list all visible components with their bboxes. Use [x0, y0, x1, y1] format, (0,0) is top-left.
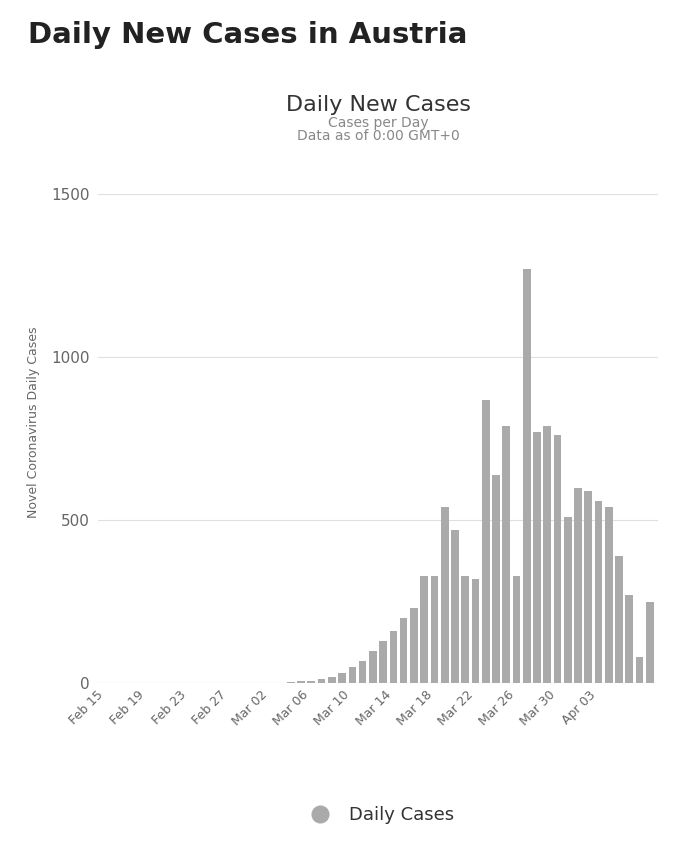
- Bar: [492, 475, 500, 683]
- Bar: [503, 425, 510, 683]
- Bar: [574, 487, 582, 683]
- Text: Daily New Cases in Austria: Daily New Cases in Austria: [28, 21, 468, 49]
- Bar: [595, 501, 603, 683]
- Bar: [646, 602, 654, 683]
- Bar: [298, 681, 305, 683]
- Bar: [564, 517, 572, 683]
- Bar: [636, 657, 643, 683]
- Bar: [625, 595, 633, 683]
- Text: Data as of 0:00 GMT+0: Data as of 0:00 GMT+0: [297, 129, 459, 143]
- Bar: [369, 651, 377, 683]
- Bar: [451, 530, 458, 683]
- Bar: [523, 269, 531, 683]
- Bar: [307, 681, 315, 683]
- Bar: [543, 425, 551, 683]
- Bar: [410, 609, 418, 683]
- Text: Daily New Cases: Daily New Cases: [286, 94, 470, 115]
- Bar: [533, 432, 541, 683]
- Bar: [349, 667, 356, 683]
- Bar: [472, 579, 480, 683]
- Bar: [379, 641, 387, 683]
- Bar: [615, 556, 623, 683]
- Bar: [482, 400, 489, 683]
- Bar: [605, 507, 612, 683]
- Bar: [441, 507, 449, 683]
- Bar: [584, 491, 592, 683]
- Bar: [420, 576, 428, 683]
- Bar: [318, 679, 326, 683]
- Bar: [328, 677, 336, 683]
- Legend: Daily Cases: Daily Cases: [295, 799, 461, 831]
- Bar: [338, 673, 346, 683]
- Bar: [554, 436, 561, 683]
- Bar: [430, 576, 438, 683]
- Bar: [400, 618, 407, 683]
- Bar: [512, 576, 520, 683]
- Bar: [461, 576, 469, 683]
- Y-axis label: Novel Coronavirus Daily Cases: Novel Coronavirus Daily Cases: [27, 327, 40, 518]
- Text: Cases per Day: Cases per Day: [328, 116, 428, 130]
- Bar: [287, 682, 295, 683]
- Bar: [359, 661, 367, 683]
- Bar: [389, 632, 397, 683]
